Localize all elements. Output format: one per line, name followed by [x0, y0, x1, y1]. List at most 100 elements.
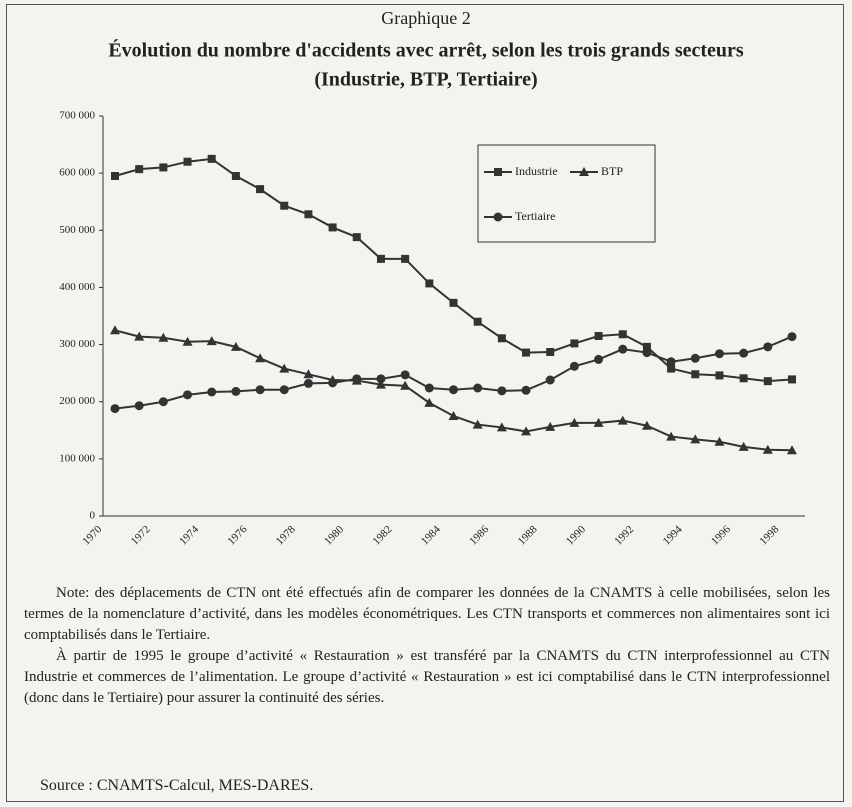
data-point: [280, 201, 289, 210]
data-point: [304, 210, 313, 219]
x-tick-label: 1972: [129, 523, 153, 547]
data-point: [473, 317, 482, 326]
data-point: [522, 348, 531, 357]
data-point: [183, 157, 192, 166]
y-tick-label: 200 000: [59, 395, 95, 407]
data-point: [473, 383, 483, 393]
data-point: [641, 420, 652, 430]
data-point: [159, 163, 168, 172]
legend-marker: [493, 212, 503, 222]
x-tick-label: 1974: [177, 523, 201, 547]
data-point: [593, 417, 604, 427]
data-point: [496, 422, 507, 432]
series-line: [114, 157, 793, 383]
data-point: [714, 436, 725, 446]
data-point: [667, 364, 676, 373]
data-point: [617, 415, 628, 425]
data-point: [472, 419, 483, 429]
data-point: [618, 330, 627, 339]
y-tick-label: 300 000: [59, 338, 95, 350]
y-tick-label: 600 000: [59, 167, 95, 179]
data-point: [425, 279, 434, 288]
x-tick-label: 1998: [757, 523, 781, 547]
x-tick-label: 1984: [419, 523, 443, 547]
data-point: [763, 377, 772, 386]
data-point: [642, 342, 651, 351]
data-point: [231, 172, 240, 180]
data-point: [545, 375, 555, 385]
data-point: [328, 223, 337, 232]
data-point: [570, 339, 579, 348]
data-point: [594, 354, 604, 364]
data-point: [352, 374, 362, 384]
data-point: [787, 445, 797, 455]
data-point: [279, 385, 289, 395]
data-point: [666, 357, 676, 367]
note: Note: des déplacements de CTN ont été ef…: [24, 583, 830, 709]
data-point: [352, 233, 361, 242]
data-point: [303, 369, 314, 379]
data-point: [303, 378, 313, 388]
x-tick-label: 1988: [516, 523, 540, 547]
data-point: [158, 397, 168, 407]
y-tick-label: 0: [90, 510, 96, 522]
x-tick-label: 1976: [225, 523, 249, 547]
data-point: [279, 363, 290, 373]
data-point: [545, 421, 556, 431]
data-point: [448, 411, 459, 420]
data-point: [400, 370, 410, 380]
data-point: [569, 361, 579, 371]
data-point: [158, 332, 169, 342]
x-tick-label: 1978: [274, 523, 298, 547]
data-point: [569, 417, 580, 427]
legend-marker: [579, 167, 589, 176]
x-tick-label: 1986: [467, 523, 491, 547]
data-point: [183, 390, 193, 400]
x-tick-label: 1970: [80, 523, 104, 547]
data-point: [521, 385, 531, 395]
note-paragraph: À partir de 1995 le groupe d’activité « …: [24, 648, 830, 706]
data-point: [256, 185, 265, 194]
data-point: [787, 332, 797, 342]
data-point: [135, 165, 144, 174]
y-tick-label: 700 000: [59, 110, 95, 122]
data-point: [207, 154, 216, 163]
y-tick-label: 400 000: [59, 281, 95, 293]
data-point: [762, 444, 773, 454]
data-point: [449, 298, 458, 307]
x-tick-label: 1982: [371, 523, 395, 547]
x-tick-label: 1990: [564, 523, 588, 547]
data-point: [666, 431, 677, 441]
data-point: [401, 254, 410, 263]
source: Source : CNAMTS-Calcul, MES-DARES.: [40, 777, 314, 794]
data-point: [376, 254, 385, 263]
data-point: [739, 348, 749, 358]
data-point: [546, 348, 555, 356]
x-tick-label: 1980: [322, 523, 346, 547]
data-point: [594, 332, 603, 340]
y-tick-label: 500 000: [59, 224, 95, 236]
data-point: [618, 344, 628, 354]
data-point: [691, 370, 700, 379]
data-point: [231, 386, 241, 396]
data-point: [255, 385, 265, 395]
note-paragraph: Note: des déplacements de CTN ont été ef…: [24, 585, 830, 643]
legend-label: Tertiaire: [515, 209, 555, 223]
data-point: [207, 387, 217, 397]
data-point: [424, 397, 435, 407]
data-point: [182, 336, 193, 346]
x-tick-label: 1996: [709, 523, 733, 547]
legend-box: [477, 144, 656, 243]
data-point: [110, 325, 120, 335]
data-point: [206, 336, 217, 346]
data-point: [230, 341, 241, 351]
data-point: [497, 386, 507, 396]
data-point: [763, 342, 773, 352]
figure-label: Graphique 2: [381, 8, 470, 28]
chart-subtitle: (Industrie, BTP, Tertiaire): [314, 69, 537, 91]
data-point: [714, 349, 724, 359]
data-point: [111, 172, 119, 180]
legend-label: BTP: [601, 164, 623, 178]
data-point: [739, 374, 748, 383]
